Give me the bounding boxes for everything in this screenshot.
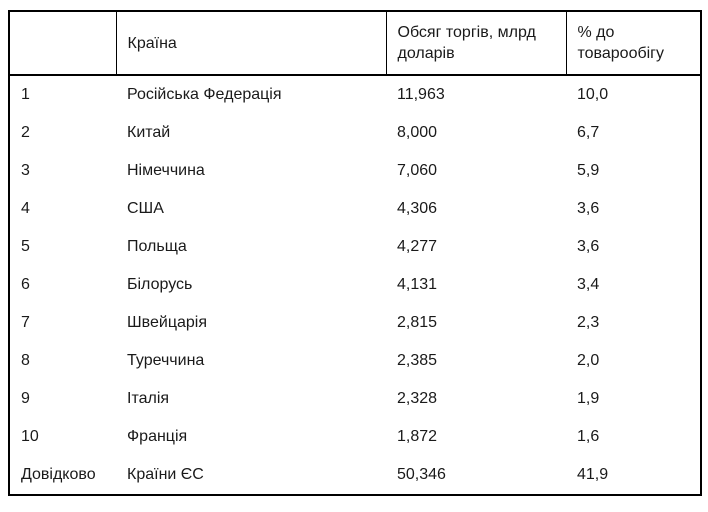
cell-rank: 8 <box>21 352 30 369</box>
cell-country: Польща <box>127 238 187 255</box>
cell-rank: 2 <box>21 124 30 141</box>
cell-rank: 9 <box>21 390 30 407</box>
table-row: 3 Німеччина 7,060 5,9 <box>9 152 701 190</box>
cell-country: США <box>127 200 164 217</box>
cell-volume: 2,385 <box>397 352 438 369</box>
cell-volume: 2,328 <box>397 390 438 407</box>
cell-share: 41,9 <box>577 466 609 483</box>
cell-share: 3,6 <box>577 238 600 255</box>
header-row: Країна Обсяг торгів, млрд доларів % до т… <box>8 10 702 76</box>
header-rank <box>8 10 117 76</box>
cell-volume: 4,277 <box>397 238 438 255</box>
cell-volume: 1,872 <box>397 428 438 445</box>
cell-share: 5,9 <box>577 162 600 179</box>
cell-volume: 4,306 <box>397 200 438 217</box>
cell-country: Франція <box>127 428 188 445</box>
cell-share: 1,6 <box>577 428 600 445</box>
table-row: 2 Китай 8,000 6,7 <box>9 114 701 152</box>
table-row: 4 США 4,306 3,6 <box>9 190 701 228</box>
cell-rank: 10 <box>21 428 39 445</box>
cell-country: Китай <box>127 124 171 141</box>
cell-volume: 4,131 <box>397 276 438 293</box>
cell-rank: 6 <box>21 276 30 293</box>
cell-volume: 7,060 <box>397 162 438 179</box>
cell-rank: 1 <box>21 86 30 103</box>
cell-share: 3,6 <box>577 200 600 217</box>
cell-country: Російська Федерація <box>127 86 282 103</box>
cell-volume: 50,346 <box>397 466 446 483</box>
cell-country: Німеччина <box>127 162 205 179</box>
trade-volume-table: Країна Обсяг торгів, млрд доларів % до т… <box>8 10 702 496</box>
header-share: % до товарообігу <box>565 10 702 76</box>
cell-country: Білорусь <box>127 276 193 293</box>
cell-share: 10,0 <box>577 86 609 103</box>
cell-volume: 8,000 <box>397 124 438 141</box>
cell-volume: 2,815 <box>397 314 438 331</box>
cell-country: Країни ЄС <box>127 466 204 483</box>
table-body: 1 Російська Федерація 11,963 10,0 2 Кита… <box>9 75 701 495</box>
cell-rank: 5 <box>21 238 30 255</box>
trade-table-container: Країна Обсяг торгів, млрд доларів % до т… <box>8 10 702 496</box>
cell-volume: 11,963 <box>397 86 445 103</box>
table-row: 8 Туреччина 2,385 2,0 <box>9 342 701 380</box>
cell-rank: 3 <box>21 162 30 179</box>
table-header: Країна Обсяг торгів, млрд доларів % до т… <box>8 10 702 76</box>
cell-country: Швейцарія <box>127 314 207 331</box>
cell-rank: 4 <box>21 200 30 217</box>
table-row: 10 Франція 1,872 1,6 <box>9 418 701 456</box>
cell-rank: Довідково <box>21 466 96 483</box>
table-row: 1 Російська Федерація 11,963 10,0 <box>9 75 701 114</box>
table-row: 7 Швейцарія 2,815 2,3 <box>9 304 701 342</box>
table-row: 6 Білорусь 4,131 3,4 <box>9 266 701 304</box>
cell-country: Італія <box>127 390 170 407</box>
table-row: 9 Італія 2,328 1,9 <box>9 380 701 418</box>
cell-share: 6,7 <box>577 124 600 141</box>
header-country: Країна <box>115 10 387 76</box>
cell-share: 3,4 <box>577 276 600 293</box>
header-volume: Обсяг торгів, млрд доларів <box>385 10 567 76</box>
cell-share: 2,0 <box>577 352 600 369</box>
cell-share: 1,9 <box>577 390 600 407</box>
cell-country: Туреччина <box>127 352 205 369</box>
cell-rank: 7 <box>21 314 30 331</box>
table-row: 5 Польща 4,277 3,6 <box>9 228 701 266</box>
table-row: Довідково Країни ЄС 50,346 41,9 <box>9 456 701 495</box>
cell-share: 2,3 <box>577 314 600 331</box>
